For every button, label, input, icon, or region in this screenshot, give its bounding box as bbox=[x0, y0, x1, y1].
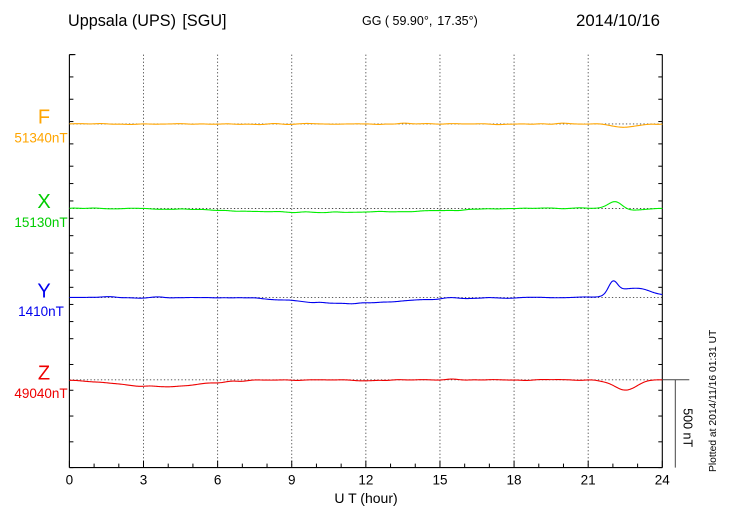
svg-text:24: 24 bbox=[655, 473, 671, 488]
svg-text:F: F bbox=[38, 107, 50, 129]
svg-text:U T (hour): U T (hour) bbox=[334, 490, 397, 506]
svg-text:Uppsala (UPS) [SGU]: Uppsala (UPS) [SGU] bbox=[68, 12, 227, 30]
svg-text:21: 21 bbox=[581, 473, 596, 488]
svg-text:500 nT: 500 nT bbox=[680, 408, 694, 447]
svg-text:GG ( 59.90°, 17.35°): GG ( 59.90°, 17.35°) bbox=[362, 14, 478, 28]
svg-text:3: 3 bbox=[140, 473, 148, 488]
svg-text:51340nT: 51340nT bbox=[14, 130, 67, 145]
svg-text:Y: Y bbox=[37, 280, 50, 302]
svg-text:15130nT: 15130nT bbox=[14, 215, 67, 230]
svg-text:X: X bbox=[37, 191, 50, 213]
svg-text:6: 6 bbox=[214, 473, 222, 488]
svg-text:49040nT: 49040nT bbox=[14, 386, 67, 401]
svg-text:15: 15 bbox=[432, 473, 447, 488]
svg-text:1410nT: 1410nT bbox=[18, 304, 64, 319]
svg-text:18: 18 bbox=[507, 473, 522, 488]
svg-text:12: 12 bbox=[358, 473, 373, 488]
svg-text:2014/10/16: 2014/10/16 bbox=[576, 11, 660, 30]
svg-text:Plotted at 2014/11/16 01:31 U: Plotted at 2014/11/16 01:31 UT bbox=[708, 329, 719, 472]
svg-text:9: 9 bbox=[288, 473, 296, 488]
svg-text:Z: Z bbox=[38, 363, 50, 385]
svg-text:0: 0 bbox=[66, 473, 74, 488]
